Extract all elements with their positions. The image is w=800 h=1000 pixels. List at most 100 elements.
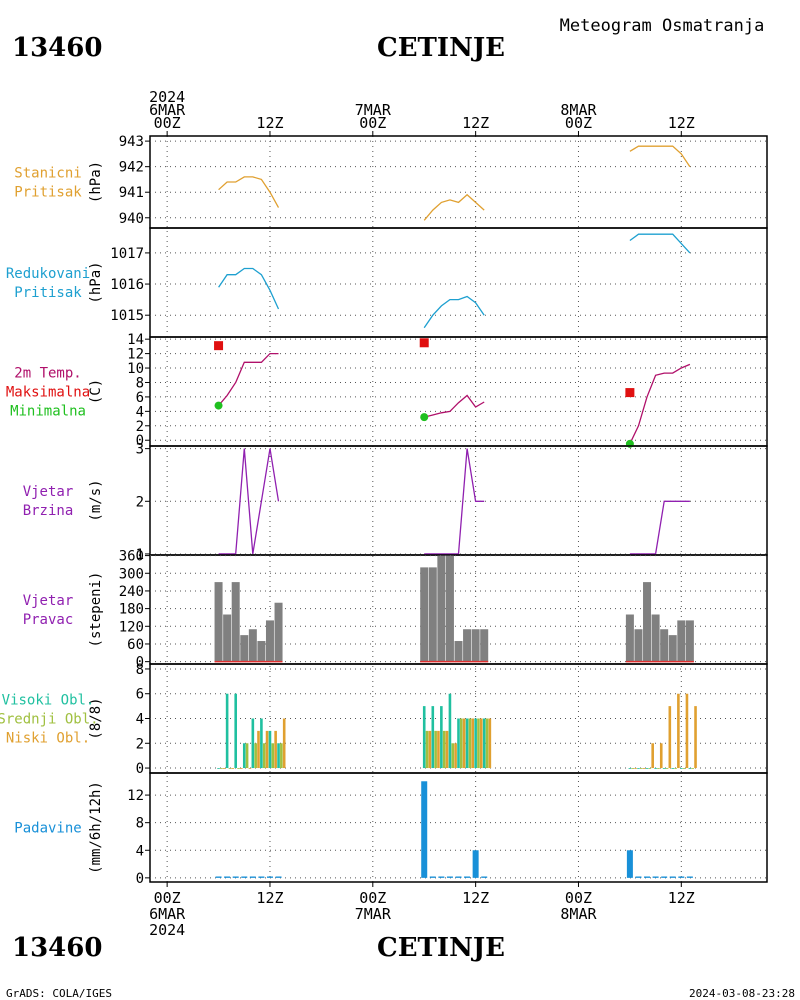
wind-direction-bar <box>257 641 266 662</box>
precip-bar <box>429 876 436 878</box>
cloud-bar <box>448 693 452 769</box>
wind-direction-bar <box>471 629 480 662</box>
clouds-label: Niski Obl. <box>6 731 90 747</box>
time-label-top: 12Z <box>256 114 283 132</box>
wind_speed-tick-label: 2 <box>136 494 144 510</box>
precip-bar <box>644 876 651 878</box>
precipitation-tick-label: 4 <box>136 843 144 859</box>
wind-direction-bar <box>625 614 634 662</box>
wind-direction-bar <box>643 582 652 662</box>
wind-direction-bar <box>480 629 489 662</box>
wind_speed-tick-label: 3 <box>136 442 144 458</box>
temperature-frame <box>149 336 768 447</box>
wind_direction-tick-label: 120 <box>119 619 144 635</box>
wind_direction-tick-label: 0 <box>136 655 144 671</box>
wind_direction-tick-label: 180 <box>119 602 144 618</box>
timestamp-text: 2024-03-08-23:28 <box>689 987 795 1000</box>
cloud-bar <box>254 743 257 769</box>
precip-bar <box>224 876 231 878</box>
clouds-tick-label: 4 <box>136 712 144 728</box>
cloud-bar <box>217 768 220 769</box>
cloud-bar <box>671 768 675 769</box>
precipitation-label: Padavine <box>14 821 81 837</box>
station_pressure-series-line <box>629 145 691 168</box>
clouds-label: Visoki Obl. <box>2 693 95 709</box>
cloud-bar <box>662 768 666 769</box>
wind-direction-bar <box>214 582 223 662</box>
precipitation-tick-label: 0 <box>136 871 144 887</box>
precip-bar <box>481 876 488 878</box>
time-label-bottom: 12Z <box>256 889 283 907</box>
cloud-bar <box>234 693 237 769</box>
temp-min-point <box>214 401 223 410</box>
cloud-bar <box>257 730 260 769</box>
precipitation-frame <box>149 772 768 883</box>
cloud-bar <box>477 718 480 769</box>
station_pressure-label: Pritisak <box>14 185 82 201</box>
cloud-bar <box>265 730 269 769</box>
wind-direction-bar <box>420 567 429 662</box>
station_pressure-tick-label: 940 <box>119 211 144 227</box>
temperature-tick-label: 6 <box>136 390 144 406</box>
cloud-bar <box>482 718 486 769</box>
temperature-ylabel: (C) <box>88 379 104 404</box>
cloud-bar <box>454 743 457 769</box>
cloud-bar <box>282 718 286 769</box>
temperature-tick-label: 4 <box>136 404 144 420</box>
temperature-tick-label: 14 <box>127 332 144 348</box>
temp-max-point <box>625 388 635 398</box>
temperature-tick-label: 12 <box>127 347 144 363</box>
cloud-bar <box>222 768 226 769</box>
wind_speed-ylabel: (m/s) <box>88 479 104 521</box>
clouds-ylabel: (8/8) <box>88 697 104 739</box>
precip-bar <box>661 876 668 878</box>
cloud-bar <box>654 768 657 769</box>
precip-bar <box>266 876 273 878</box>
cloud-bar <box>639 768 643 769</box>
temperature-series-line <box>629 363 691 445</box>
temperature-series-line <box>218 352 279 407</box>
precipitation-tick-label: 8 <box>136 816 144 832</box>
cloud-bar <box>428 730 432 769</box>
station_pressure-tick-label: 943 <box>119 134 144 150</box>
station_pressure-tick-label: 941 <box>119 185 144 201</box>
cloud-bar <box>479 718 483 769</box>
precip-bar <box>446 876 453 878</box>
cloud-bar <box>474 718 477 769</box>
cloud-bar <box>268 730 272 769</box>
cloud-bar <box>468 718 472 769</box>
station_pressure-series-line <box>218 176 280 208</box>
time-label-bottom: 00Z <box>359 889 386 907</box>
wind-direction-bar <box>428 567 437 662</box>
wind_speed-series-line <box>424 448 485 555</box>
temperature-series-line <box>424 394 485 418</box>
precip-bar <box>249 876 256 878</box>
cloud-bar <box>460 718 463 769</box>
station-id-bottom: 13460 <box>12 933 102 963</box>
cloud-bar <box>245 743 249 769</box>
precip-bar <box>464 876 471 878</box>
wind-direction-bar <box>651 614 660 662</box>
credit-text: GrADS: COLA/IGES <box>6 987 112 1000</box>
wind_speed-label: Brzina <box>23 503 74 519</box>
station_pressure-tick-label: 942 <box>119 160 144 176</box>
cloud-bar <box>677 693 680 769</box>
cloud-bar <box>271 743 275 769</box>
precip-bar <box>652 876 659 878</box>
wind-direction-bar <box>660 629 669 662</box>
cloud-bar <box>682 768 686 769</box>
precip-bar <box>635 876 642 878</box>
cloud-bar <box>685 693 689 769</box>
precip-bar <box>275 876 282 878</box>
reduced_pressure-tick-label: 1016 <box>110 277 144 293</box>
time-label-bottom: 00Z <box>565 889 592 907</box>
reduced_pressure-series-line <box>423 295 485 329</box>
precip-bar <box>626 850 633 878</box>
precip-bar <box>241 876 248 878</box>
precip-bar <box>421 781 428 878</box>
clouds-tick-label: 0 <box>136 761 144 777</box>
product-title: Meteogram Osmatranja <box>560 16 765 36</box>
wind_direction-tick-label: 60 <box>127 637 144 653</box>
wind-direction-bar <box>634 629 643 662</box>
